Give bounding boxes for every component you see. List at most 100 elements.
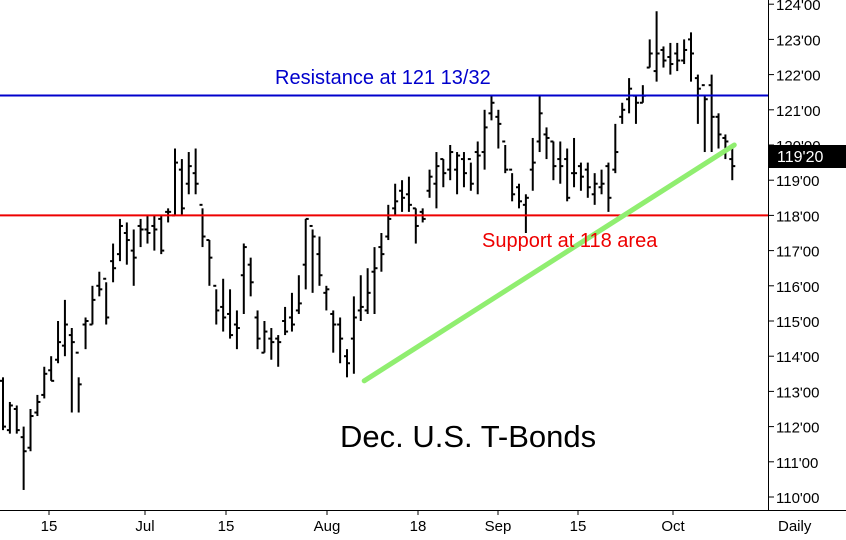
ohlc-bar (639, 85, 646, 104)
ohlc-bar (405, 176, 412, 212)
y-tick-label: 116'00 (776, 279, 819, 296)
x-axis: 15 Jul 15 Aug 18 Sep 15 Oct (41, 510, 685, 535)
ohlc-bar (130, 229, 137, 286)
ohlc-bar (722, 134, 729, 160)
x-axis-daily-label: Daily (778, 518, 812, 535)
support-label: Support at 118 area (482, 230, 658, 252)
ohlc-bar (89, 285, 96, 326)
x-tick-label: 18 (410, 518, 427, 535)
ohlc-bar (474, 141, 481, 195)
ohlc-bar (185, 152, 192, 195)
ohlc-bar (20, 426, 27, 490)
y-tick-label: 117'00 (776, 244, 819, 261)
ohlc-bar (481, 109, 488, 170)
ohlc-bar (701, 84, 708, 153)
y-tick-label: 111'00 (776, 455, 818, 472)
ohlc-bar (288, 292, 295, 332)
ohlc-bar (309, 224, 316, 293)
ohlc-bar (488, 95, 495, 121)
ohlc-bar (460, 152, 467, 188)
price-bars (0, 11, 736, 490)
ohlc-bar (399, 180, 406, 212)
ohlc-bar (178, 159, 185, 216)
ohlc-bar (330, 310, 337, 353)
ohlc-bar (557, 141, 564, 184)
ohlc-bar (27, 409, 34, 452)
ohlc-bar (206, 239, 213, 286)
y-tick-label: 110'00 (776, 490, 819, 507)
ohlc-bar (68, 328, 75, 413)
ohlc-bar (227, 289, 234, 339)
y-tick-label: 123'00 (776, 32, 821, 49)
y-tick-label: 122'00 (776, 68, 821, 85)
ohlc-bar (151, 215, 158, 251)
ohlc-bar (41, 366, 48, 399)
ohlc-bar (240, 243, 247, 314)
ohlc-bar (392, 183, 399, 216)
ohlc-bar (192, 148, 199, 195)
last-price-label: 119'20 (777, 149, 823, 166)
ohlc-bar (344, 349, 350, 378)
ohlc-bar (103, 277, 110, 325)
ohlc-bar (591, 173, 598, 205)
ohlc-bar (123, 222, 130, 265)
x-tick-label: 15 (218, 518, 235, 535)
ohlc-bar (502, 140, 509, 174)
y-axis: 110'00 111'00 112'00 113'00 114'00 115'00 116'… (768, 0, 821, 507)
ohlc-bar (316, 236, 323, 286)
ohlc-bar (729, 148, 736, 181)
ohlc-bar (440, 158, 447, 188)
x-tick-label: Oct (661, 518, 685, 535)
ohlc-bar (426, 169, 433, 198)
ohlc-bar (681, 39, 688, 65)
ohlc-bar (674, 42, 681, 72)
ohlc-bar (254, 310, 261, 350)
ohlc-bar (337, 317, 344, 364)
ohlc-bar (213, 284, 220, 325)
y-tick-label: 118'00 (776, 208, 819, 225)
ohlc-bar (688, 32, 694, 82)
y-tick-label: 114'00 (776, 349, 819, 366)
ohlc-bar (619, 102, 626, 124)
ohlc-bar (357, 275, 364, 321)
ohlc-bar (543, 127, 550, 160)
ohlc-bar (564, 148, 571, 202)
last-price-box (769, 145, 846, 168)
ohlc-bar (715, 113, 722, 149)
x-tick-label: 15 (41, 518, 58, 535)
ohlc-bar (371, 247, 378, 314)
ohlc-bar (233, 310, 240, 350)
ohlc-bar (516, 183, 522, 209)
ohlc-bar (454, 152, 461, 195)
ohlc-bar (550, 140, 557, 181)
ohlc-bar (495, 109, 502, 149)
ohlc-bar (199, 203, 206, 248)
ohlc-bar (433, 152, 440, 209)
ohlc-bar (529, 137, 536, 191)
ohlc-bar (282, 306, 289, 336)
ohlc-bar (158, 215, 165, 255)
x-tick-label: Jul (135, 518, 154, 535)
ohlc-bar (350, 296, 357, 374)
x-tick-label: Aug (314, 518, 341, 535)
ohlc-bar (467, 158, 474, 191)
ohlc-bar (61, 299, 68, 357)
ohlc-bar (694, 74, 701, 124)
ohlc-bar (55, 321, 62, 364)
ohlc-bar (82, 317, 89, 350)
ohlc-bar (261, 321, 268, 354)
x-tick-label: Sep (485, 518, 512, 535)
ohlc-bar (632, 94, 639, 124)
chart-title: Dec. U.S. T-Bonds (340, 419, 596, 454)
ohlc-bar (708, 74, 715, 153)
ohlc-bar (536, 95, 543, 153)
ohlc-bar (646, 39, 653, 69)
ohlc-bar (447, 145, 454, 181)
ohlc-bar (144, 215, 151, 244)
ohlc-bar (268, 328, 275, 360)
ohlc-bar (584, 162, 591, 198)
ohlc-bar (364, 268, 371, 314)
ohlc-bar (385, 204, 392, 241)
ohlc-bar (247, 257, 254, 297)
ohlc-bar (653, 11, 660, 82)
